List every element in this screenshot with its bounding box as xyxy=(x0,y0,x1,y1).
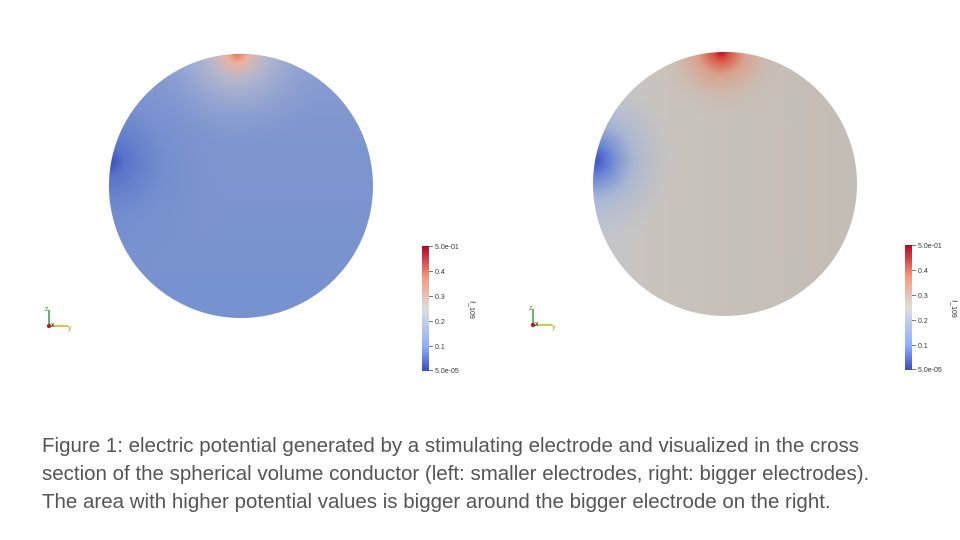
left-axis-x-label: x xyxy=(51,322,55,329)
left-axis-z-label: z xyxy=(45,306,49,313)
left-colorbar-strip xyxy=(422,246,429,371)
left-colorbar-tick-1: 0.4 xyxy=(435,269,445,276)
right-panel: 5.0e-01 0.4 0.3 0.2 0.1 5.0e-05 f_109 z … xyxy=(529,52,957,374)
left-colorbar-tick-3: 0.2 xyxy=(435,319,445,326)
right-colorbar-strip xyxy=(905,245,912,370)
right-colorbar-max: 5.0e-01 xyxy=(918,243,942,250)
left-colorbar-tick-4: 0.1 xyxy=(435,344,445,351)
right-colorbar: 5.0e-01 0.4 0.3 0.2 0.1 5.0e-05 f_109 xyxy=(905,243,957,374)
figure-caption: Figure 1: electric potential generated b… xyxy=(42,432,942,516)
left-colorbar-min: 5.0e-05 xyxy=(435,368,459,375)
figure-graphic: 5.0e-01 0.4 0.3 0.2 0.1 5.0e-05 f_109 z … xyxy=(45,52,957,375)
left-colorbar-tick-2: 0.3 xyxy=(435,294,445,301)
right-axis-x-label: x xyxy=(535,321,539,328)
left-axes-triad: z x y xyxy=(45,306,72,332)
right-axes-triad: z x y xyxy=(529,305,556,331)
caption-line-3: The area with higher potential values is… xyxy=(42,490,831,513)
right-colorbar-min: 5.0e-05 xyxy=(918,367,942,374)
right-axis-z-label: z xyxy=(529,305,533,312)
right-colorbar-title: f_109 xyxy=(950,300,957,318)
right-potential-disc xyxy=(593,52,857,316)
left-colorbar-title: f_109 xyxy=(468,301,475,319)
left-colorbar: 5.0e-01 0.4 0.3 0.2 0.1 5.0e-05 f_109 xyxy=(422,244,475,375)
right-colorbar-tick-3: 0.2 xyxy=(918,318,928,325)
left-panel: 5.0e-01 0.4 0.3 0.2 0.1 5.0e-05 f_109 z … xyxy=(45,54,475,375)
caption-line-1: Figure 1: electric potential generated b… xyxy=(42,434,860,457)
left-colorbar-max: 5.0e-01 xyxy=(435,244,459,251)
left-axis-y-label: y xyxy=(68,325,72,332)
right-colorbar-tick-1: 0.4 xyxy=(918,268,928,275)
right-axis-y-label: y xyxy=(552,324,556,331)
right-colorbar-tick-4: 0.1 xyxy=(918,343,928,350)
left-potential-disc xyxy=(109,54,373,318)
caption-line-2: section of the spherical volume conducto… xyxy=(42,462,870,485)
right-colorbar-tick-2: 0.3 xyxy=(918,293,928,300)
